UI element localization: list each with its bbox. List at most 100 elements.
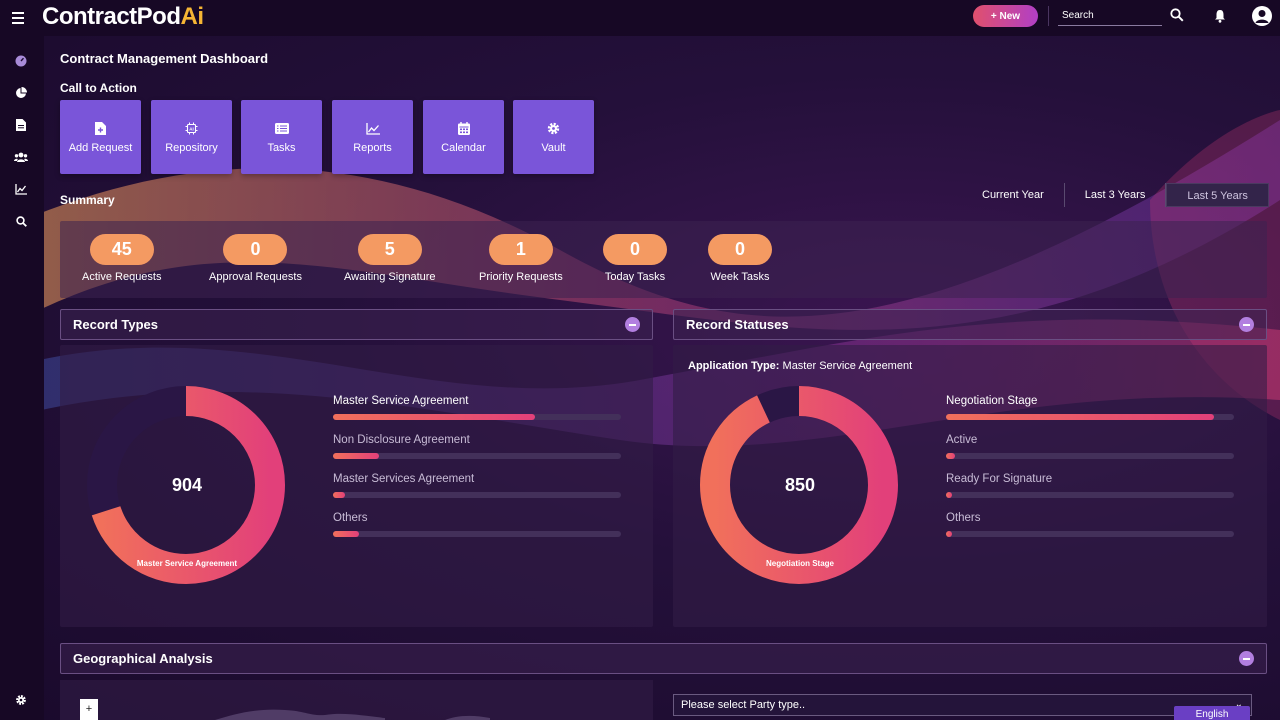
legend-label: Others — [946, 512, 981, 524]
sidebar-search-icon[interactable] — [14, 214, 28, 228]
date-range-tabs: Current Year Last 3 Years Last 5 Years — [962, 183, 1269, 207]
cta-vault-button[interactable]: Vault — [513, 100, 594, 174]
stat-label: Approval Requests — [209, 271, 302, 283]
bell-icon[interactable] — [1214, 9, 1226, 23]
search-input[interactable] — [1058, 6, 1162, 26]
cta-calendar-button[interactable]: Calendar — [423, 100, 504, 174]
legend-item[interactable]: Master Service Agreement — [333, 395, 623, 420]
legend-item[interactable]: Negotiation Stage — [946, 395, 1236, 420]
donut-total: 904 — [171, 475, 203, 495]
map-zoom-in-button[interactable]: + — [80, 699, 98, 720]
cta-repository-button[interactable]: AI Repository — [151, 100, 232, 174]
calendar-icon — [457, 121, 470, 137]
legend-item[interactable]: Non Disclosure Agreement — [333, 434, 623, 459]
legend-bar-track — [333, 414, 621, 420]
geo-map[interactable] — [60, 680, 653, 720]
stat-priority-requests[interactable]: 1 Priority Requests — [479, 234, 563, 283]
application-type: Application Type: Master Service Agreeme… — [688, 360, 912, 372]
party-type-select[interactable]: Please select Party type.. ⌄ — [673, 694, 1252, 716]
legend-label: Others — [333, 512, 368, 524]
sidebar-document-icon[interactable] — [14, 118, 28, 132]
legend-bar-track — [333, 453, 621, 459]
stat-value: 0 — [603, 234, 667, 265]
sidebar-users-icon[interactable] — [14, 150, 28, 164]
sidebar-settings-gear-icon[interactable] — [14, 693, 28, 707]
legend-bar-fill — [333, 453, 380, 459]
cta-label: Repository — [165, 141, 218, 154]
tab-last-5-years[interactable]: Last 5 Years — [1166, 183, 1269, 207]
line-chart-icon — [365, 121, 380, 137]
cta-add-request-button[interactable]: Add Request — [60, 100, 141, 174]
stat-label: Priority Requests — [479, 271, 563, 283]
tab-last-3-years[interactable]: Last 3 Years — [1065, 183, 1167, 207]
legend-bar-track — [946, 453, 1234, 459]
donut-total: 850 — [784, 475, 816, 495]
sidebar-dashboard-icon[interactable] — [14, 54, 28, 68]
collapse-minus-icon[interactable] — [1239, 317, 1254, 332]
record-statuses-donut[interactable] — [684, 370, 914, 600]
new-button[interactable]: + New — [973, 5, 1038, 27]
sidebar-line-chart-icon[interactable] — [14, 182, 28, 196]
user-avatar-icon[interactable] — [1252, 6, 1272, 26]
stat-week-tasks[interactable]: 0 Week Tasks — [708, 234, 772, 283]
ai-chip-icon: AI — [185, 121, 198, 137]
svg-text:AI: AI — [189, 126, 194, 131]
search-icon[interactable] — [1170, 8, 1184, 22]
collapse-minus-icon[interactable] — [1239, 651, 1254, 666]
cta-section-title: Call to Action — [60, 81, 137, 95]
collapse-minus-icon[interactable] — [625, 317, 640, 332]
stat-value: 0 — [708, 234, 772, 265]
party-select-placeholder: Please select Party type.. — [681, 699, 806, 711]
app-logo[interactable]: ContractPodAi — [42, 3, 204, 31]
legend-bar-fill — [946, 531, 952, 537]
app-type-label: Application Type: — [688, 360, 780, 372]
gear-icon — [547, 121, 560, 137]
stat-value: 45 — [89, 234, 154, 265]
card-title: Record Types — [73, 317, 159, 332]
sidebar-pie-chart-icon[interactable] — [14, 86, 28, 100]
cta-tasks-button[interactable]: Tasks — [241, 100, 322, 174]
donut-segment[interactable] — [700, 386, 898, 584]
stat-awaiting-signature[interactable]: 5 Awaiting Signature — [344, 234, 436, 283]
legend-item[interactable]: Ready For Signature — [946, 473, 1236, 498]
stat-label: Awaiting Signature — [344, 271, 436, 283]
legend-bar-track — [333, 492, 621, 498]
stat-active-requests[interactable]: 45 Active Requests — [82, 234, 161, 283]
tab-current-year[interactable]: Current Year — [962, 183, 1065, 207]
stat-label: Week Tasks — [710, 271, 770, 283]
divider — [1048, 6, 1049, 26]
file-plus-icon — [95, 121, 106, 137]
legend-bar-fill — [333, 492, 345, 498]
donut-caption: Negotiation Stage — [765, 559, 834, 568]
language-selector[interactable]: English — [1174, 706, 1250, 720]
legend-item[interactable]: Master Services Agreement — [333, 473, 623, 498]
cta-label: Calendar — [441, 141, 486, 154]
stat-approval-requests[interactable]: 0 Approval Requests — [209, 234, 302, 283]
legend-label: Non Disclosure Agreement — [333, 434, 470, 446]
stat-label: Today Tasks — [604, 271, 666, 283]
legend-bar-track — [946, 414, 1234, 420]
legend-item[interactable]: Active — [946, 434, 1236, 459]
legend-item[interactable]: Others — [333, 512, 623, 537]
stat-today-tasks[interactable]: 0 Today Tasks — [603, 234, 667, 283]
record-types-body: 904 Master Service Agreement Master Serv… — [60, 345, 653, 627]
legend-item[interactable]: Others — [946, 512, 1236, 537]
cta-reports-button[interactable]: Reports — [332, 100, 413, 174]
card-title: Record Statuses — [686, 317, 789, 332]
cta-label: Tasks — [267, 141, 296, 154]
cta-label: Reports — [353, 141, 392, 154]
top-bar: ContractPodAi + New — [0, 0, 1280, 36]
hamburger-menu-icon[interactable] — [12, 9, 28, 25]
donut-segment[interactable] — [87, 386, 285, 584]
stat-value: 0 — [223, 234, 288, 265]
page-title: Contract Management Dashboard — [60, 51, 269, 66]
geographical-analysis-header: Geographical Analysis — [60, 643, 1267, 674]
card-title: Geographical Analysis — [73, 651, 213, 666]
legend-bar-fill — [333, 531, 359, 537]
sidebar — [0, 36, 44, 720]
stat-label: Active Requests — [82, 271, 162, 283]
legend-label: Active — [946, 434, 978, 446]
summary-section-title: Summary — [60, 193, 115, 207]
record-types-donut[interactable] — [71, 370, 301, 600]
